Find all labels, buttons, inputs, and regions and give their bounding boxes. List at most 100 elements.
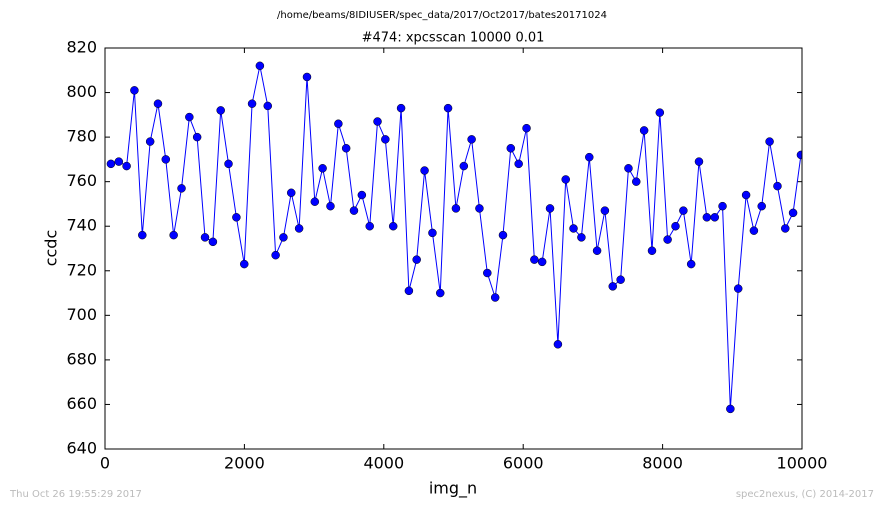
x-tick-label: 6000 — [503, 454, 544, 473]
y-tick-label: 820 — [66, 38, 97, 57]
data-point — [451, 204, 461, 213]
footer-credit: spec2nexus, (C) 2014-2017 — [736, 489, 874, 500]
data-point — [349, 206, 359, 215]
data-point — [341, 144, 351, 153]
data-point — [702, 213, 712, 222]
data-point — [545, 204, 555, 213]
data-point — [310, 197, 320, 206]
data-point — [459, 161, 469, 171]
data-point — [279, 233, 288, 242]
footer-date: Thu Oct 26 19:55:29 2017 — [9, 489, 142, 500]
y-tick-label: 780 — [66, 127, 97, 146]
data-point — [114, 157, 124, 166]
data-point — [420, 166, 429, 175]
data-point — [200, 233, 210, 242]
data-point — [106, 159, 116, 169]
data-point — [537, 257, 547, 267]
data-point — [138, 230, 147, 240]
data-point — [741, 190, 751, 200]
data-point — [192, 132, 202, 142]
plot-area — [106, 61, 802, 414]
data-point — [208, 237, 218, 247]
data-point — [530, 255, 539, 264]
data-point — [232, 213, 241, 222]
data-point — [412, 255, 421, 264]
data-point — [177, 184, 186, 193]
x-axis-label: img_n — [429, 479, 477, 499]
data-point — [216, 106, 225, 115]
data-point — [592, 246, 602, 255]
data-point — [765, 137, 774, 146]
data-point — [326, 201, 335, 211]
data-point — [255, 61, 265, 71]
data-point — [522, 123, 531, 133]
plot-frame — [104, 47, 803, 450]
y-axis-label: ccdc — [42, 230, 61, 267]
data-point — [381, 135, 390, 144]
data-point — [145, 137, 155, 146]
data-point — [286, 188, 296, 198]
data-point — [616, 275, 625, 284]
data-point — [240, 259, 249, 269]
data-point — [373, 117, 382, 126]
data-point — [436, 288, 445, 298]
data-point — [710, 213, 719, 222]
series-line — [110, 65, 802, 409]
data-point — [686, 259, 696, 269]
data-point — [388, 221, 398, 231]
x-tick-label: 4000 — [363, 454, 404, 473]
data-point — [294, 224, 304, 233]
data-point — [467, 135, 476, 144]
data-point — [318, 164, 327, 173]
data-point — [365, 221, 374, 231]
data-point — [428, 228, 437, 238]
data-point — [263, 101, 272, 111]
y-tick-label: 660 — [66, 394, 97, 413]
data-point — [506, 144, 516, 153]
data-point — [483, 268, 492, 278]
data-point — [302, 72, 312, 82]
data-point — [357, 190, 367, 200]
data-point — [161, 155, 171, 164]
data-point — [733, 284, 743, 293]
data-point — [122, 161, 131, 171]
data-point — [585, 152, 594, 162]
y-tick-label: 640 — [66, 439, 97, 458]
data-point — [404, 286, 414, 296]
y-tick-label: 800 — [66, 82, 97, 101]
data-point — [490, 293, 500, 302]
data-point — [655, 108, 665, 117]
data-point — [514, 159, 523, 169]
data-point — [632, 177, 641, 186]
data-point — [781, 224, 790, 233]
chart-title: #474: xpcsscan 10000 0.01 — [362, 31, 545, 46]
y-tick-label: 680 — [66, 349, 97, 368]
data-point — [679, 206, 688, 215]
data-point — [561, 175, 570, 184]
suptitle: /home/beams/8IDIUSER/spec_data/2017/Oct2… — [277, 10, 607, 21]
data-point — [608, 282, 618, 291]
data-point — [185, 112, 194, 122]
data-point — [577, 233, 586, 242]
data-point — [694, 157, 704, 166]
data-point — [498, 230, 508, 240]
data-point — [553, 340, 563, 349]
data-point — [130, 86, 139, 95]
y-tick-label: 760 — [66, 171, 97, 190]
data-point — [443, 103, 453, 113]
data-point — [639, 126, 649, 135]
data-point — [663, 235, 672, 244]
y-tick-label: 740 — [66, 216, 97, 235]
y-tick-label: 720 — [66, 260, 97, 279]
y-tick-label: 700 — [66, 305, 97, 324]
data-point — [718, 201, 727, 211]
data-point — [396, 103, 406, 113]
data-point — [224, 159, 233, 169]
data-point — [796, 150, 802, 160]
x-tick-label: 10000 — [777, 454, 828, 473]
data-point — [475, 204, 484, 213]
data-point — [749, 226, 759, 235]
x-tick-label: 8000 — [642, 454, 683, 473]
data-point — [624, 164, 633, 173]
